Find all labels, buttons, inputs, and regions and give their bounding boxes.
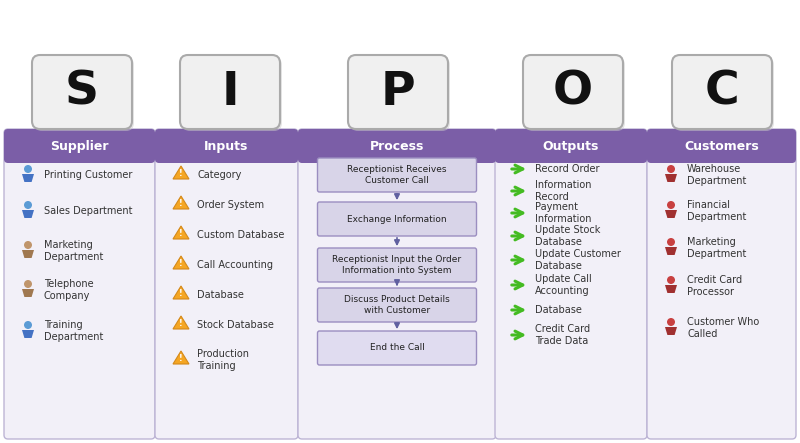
Text: Custom Database: Custom Database	[197, 230, 284, 240]
Text: Receptionist Input the Order
Information into System: Receptionist Input the Order Information…	[333, 255, 462, 275]
Circle shape	[24, 321, 32, 329]
Text: Customer Who
Called: Customer Who Called	[687, 317, 759, 339]
Text: Record Order: Record Order	[535, 164, 599, 174]
FancyBboxPatch shape	[348, 55, 448, 129]
Text: C: C	[705, 70, 739, 114]
Text: Warehouse
Department: Warehouse Department	[687, 164, 746, 186]
FancyBboxPatch shape	[318, 248, 477, 282]
Text: Telephone
Company: Telephone Company	[44, 279, 94, 301]
Polygon shape	[665, 174, 677, 182]
Text: Supplier: Supplier	[50, 140, 109, 152]
Polygon shape	[665, 327, 677, 335]
Polygon shape	[22, 330, 34, 338]
Text: S: S	[65, 70, 99, 114]
Text: Credit Card
Trade Data: Credit Card Trade Data	[535, 324, 590, 346]
Circle shape	[667, 165, 675, 173]
Text: O: O	[553, 70, 593, 114]
Polygon shape	[665, 285, 677, 293]
FancyBboxPatch shape	[672, 55, 772, 129]
Circle shape	[667, 318, 675, 326]
Text: P: P	[381, 70, 415, 114]
FancyBboxPatch shape	[647, 129, 796, 163]
Circle shape	[24, 280, 32, 288]
FancyBboxPatch shape	[318, 288, 477, 322]
FancyBboxPatch shape	[155, 129, 298, 439]
Text: Update Customer
Database: Update Customer Database	[535, 249, 621, 271]
FancyBboxPatch shape	[4, 129, 155, 439]
FancyBboxPatch shape	[155, 129, 298, 163]
Polygon shape	[22, 250, 34, 258]
Text: !: !	[179, 354, 183, 363]
Text: !: !	[179, 259, 183, 268]
Text: !: !	[179, 199, 183, 208]
Text: Order System: Order System	[197, 200, 264, 210]
Text: Outputs: Outputs	[543, 140, 599, 152]
Circle shape	[667, 276, 675, 284]
Text: Printing Customer: Printing Customer	[44, 170, 132, 180]
FancyBboxPatch shape	[34, 57, 134, 131]
Text: !: !	[179, 319, 183, 328]
Text: Sales Department: Sales Department	[44, 206, 133, 216]
FancyBboxPatch shape	[318, 202, 477, 236]
FancyBboxPatch shape	[495, 129, 647, 163]
Text: Information
Record: Information Record	[535, 180, 591, 202]
Polygon shape	[173, 316, 189, 329]
Polygon shape	[665, 210, 677, 218]
Polygon shape	[173, 166, 189, 179]
FancyBboxPatch shape	[4, 129, 155, 163]
Polygon shape	[173, 256, 189, 269]
Text: Financial
Department: Financial Department	[687, 200, 746, 222]
FancyBboxPatch shape	[298, 129, 496, 439]
Text: Category: Category	[197, 170, 242, 180]
Polygon shape	[173, 351, 189, 364]
Polygon shape	[173, 226, 189, 239]
Text: Exchange Information: Exchange Information	[347, 214, 447, 224]
FancyBboxPatch shape	[182, 57, 282, 131]
Text: Call Accounting: Call Accounting	[197, 260, 273, 270]
Text: !: !	[179, 229, 183, 238]
Circle shape	[24, 201, 32, 209]
Circle shape	[24, 241, 32, 249]
FancyBboxPatch shape	[674, 57, 774, 131]
FancyBboxPatch shape	[647, 129, 796, 439]
Text: Update Stock
Database: Update Stock Database	[535, 225, 600, 247]
FancyBboxPatch shape	[32, 55, 132, 129]
Polygon shape	[22, 289, 34, 297]
Circle shape	[667, 238, 675, 246]
Polygon shape	[173, 286, 189, 299]
Text: Update Call
Accounting: Update Call Accounting	[535, 274, 592, 296]
Polygon shape	[665, 247, 677, 255]
FancyBboxPatch shape	[525, 57, 625, 131]
Polygon shape	[22, 174, 34, 182]
Text: End the Call: End the Call	[370, 343, 425, 353]
FancyBboxPatch shape	[495, 129, 647, 439]
Text: Stock Database: Stock Database	[197, 320, 274, 330]
FancyBboxPatch shape	[350, 57, 450, 131]
Text: Training
Department: Training Department	[44, 320, 103, 342]
Circle shape	[667, 201, 675, 209]
Text: Production
Training: Production Training	[197, 349, 249, 371]
Text: Marketing
Department: Marketing Department	[687, 237, 746, 259]
Text: Discuss Product Details
with Customer: Discuss Product Details with Customer	[344, 295, 450, 315]
Polygon shape	[173, 196, 189, 209]
FancyBboxPatch shape	[180, 55, 280, 129]
FancyBboxPatch shape	[318, 331, 477, 365]
Text: !: !	[179, 169, 183, 178]
Text: Database: Database	[197, 290, 244, 300]
Text: Inputs: Inputs	[204, 140, 249, 152]
Text: Process: Process	[370, 140, 424, 152]
Text: Database: Database	[535, 305, 582, 315]
Text: Customers: Customers	[684, 140, 759, 152]
Text: Marketing
Department: Marketing Department	[44, 240, 103, 262]
Text: Payment
Information: Payment Information	[535, 202, 591, 224]
Text: Credit Card
Processor: Credit Card Processor	[687, 275, 742, 297]
Text: I: I	[221, 70, 239, 114]
Text: Receptionist Receives
Customer Call: Receptionist Receives Customer Call	[347, 165, 446, 185]
Text: !: !	[179, 289, 183, 298]
FancyBboxPatch shape	[298, 129, 496, 163]
Circle shape	[24, 165, 32, 173]
FancyBboxPatch shape	[318, 158, 477, 192]
FancyBboxPatch shape	[523, 55, 623, 129]
Polygon shape	[22, 210, 34, 218]
